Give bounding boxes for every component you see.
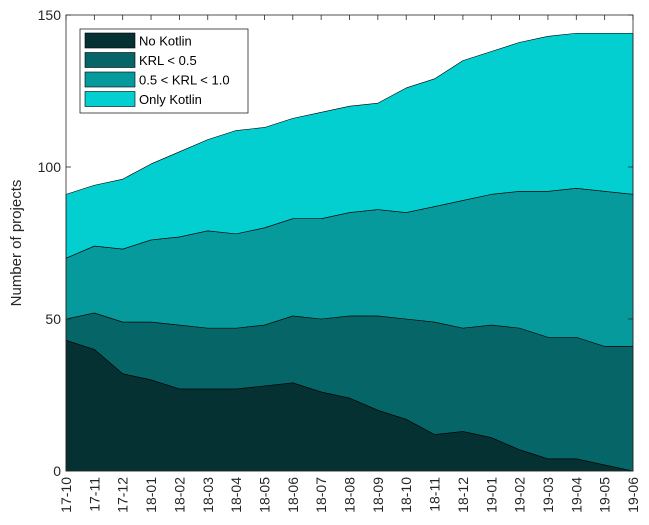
- x-tick-label: 18-09: [370, 477, 386, 513]
- x-tick-label: 19-03: [540, 477, 556, 513]
- x-tick-label: 18-05: [256, 477, 272, 513]
- x-tick-label: 19-05: [597, 477, 613, 513]
- x-tick-label: 18-01: [143, 477, 159, 513]
- x-tick-label: 18-07: [313, 477, 329, 513]
- y-axis: 0 50 100 150: [38, 7, 633, 479]
- x-tick-label: 17-10: [58, 477, 74, 513]
- legend-label-only-kotlin: Only Kotlin: [139, 92, 202, 107]
- y-tick-label: 50: [45, 311, 61, 327]
- y-tick-label: 0: [53, 463, 61, 479]
- x-tick-label: 19-02: [512, 477, 528, 513]
- legend-swatch-krl-0-5: [84, 52, 136, 68]
- legend-swatch-only-kotlin: [84, 91, 136, 107]
- x-tick-label: 18-12: [455, 477, 471, 513]
- x-tick-label: 18-02: [171, 477, 187, 513]
- y-tick-label: 150: [38, 7, 62, 23]
- x-tick-label: 19-04: [568, 477, 584, 513]
- x-axis: 17-10 17-11 17-12 18-01 18-02 18-03 18-04 18-05…: [58, 15, 641, 513]
- x-tick-label: 17-11: [86, 477, 102, 512]
- y-axis-label: Number of projects: [8, 180, 25, 307]
- x-tick-label: 19-01: [483, 477, 499, 513]
- x-tick-label: 18-11: [427, 477, 443, 512]
- legend-label-no-kotlin: No Kotlin: [139, 34, 192, 49]
- x-tick-label: 18-08: [342, 477, 358, 513]
- legend-swatch-0-5-krl-1-0: [84, 71, 136, 88]
- legend: No Kotlin KRL < 0.5 0.5 < KRL < 1.0 Only Ko…: [79, 28, 249, 114]
- x-tick-label: 18-10: [398, 477, 414, 513]
- y-tick-label: 100: [38, 159, 62, 175]
- area-series-group: [65, 32, 634, 472]
- legend-swatch-no-kotlin: [84, 32, 136, 49]
- legend-label-0-5-krl-1-0: 0.5 < KRL < 1.0: [139, 73, 230, 88]
- legend-label-krl-0-5: KRL < 0.5: [139, 53, 197, 68]
- x-tick-label: 19-06: [625, 477, 641, 513]
- x-tick-label: 18-03: [200, 477, 216, 513]
- x-tick-label: 18-06: [285, 477, 301, 513]
- x-tick-label: 18-04: [228, 477, 244, 513]
- x-tick-label: 17-12: [115, 477, 131, 513]
